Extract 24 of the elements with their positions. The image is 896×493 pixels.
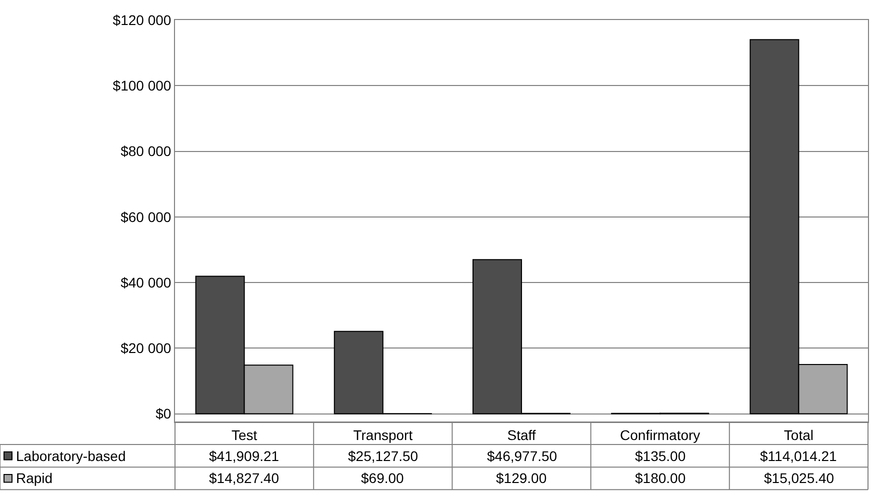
data-label: $14,827.40 [209, 470, 280, 486]
data-label: $129.00 [496, 470, 547, 486]
data-label: $46,977.50 [487, 448, 558, 464]
x-tick-label: Transport [353, 426, 413, 443]
data-label: $114,014.21 [760, 448, 838, 464]
y-tick-label: $0 [156, 406, 172, 422]
x-tick-label: Test [231, 426, 258, 443]
legend-label: Rapid [16, 470, 53, 486]
x-tick-label: Staff [507, 426, 536, 443]
data-label: $180.00 [635, 470, 686, 486]
y-tick-label: $20 000 [120, 340, 172, 356]
y-tick-label: $100 000 [112, 78, 172, 94]
x-tick-label: Confirmatory [620, 426, 700, 443]
y-tick-label: $40 000 [120, 274, 172, 290]
data-label: $25,127.50 [348, 448, 418, 464]
y-tick-label: $60 000 [120, 208, 172, 225]
data-label: $135.00 [635, 448, 686, 464]
data-label: $41,909.21 [209, 448, 280, 464]
data-label: $15,025.40 [764, 470, 834, 486]
data-label: $69.00 [361, 470, 404, 486]
y-tick-label: $120 000 [112, 12, 172, 28]
legend-label: Laboratory-based [16, 448, 126, 464]
x-tick-label: Total [784, 426, 814, 443]
y-tick-label: $80 000 [120, 143, 172, 160]
